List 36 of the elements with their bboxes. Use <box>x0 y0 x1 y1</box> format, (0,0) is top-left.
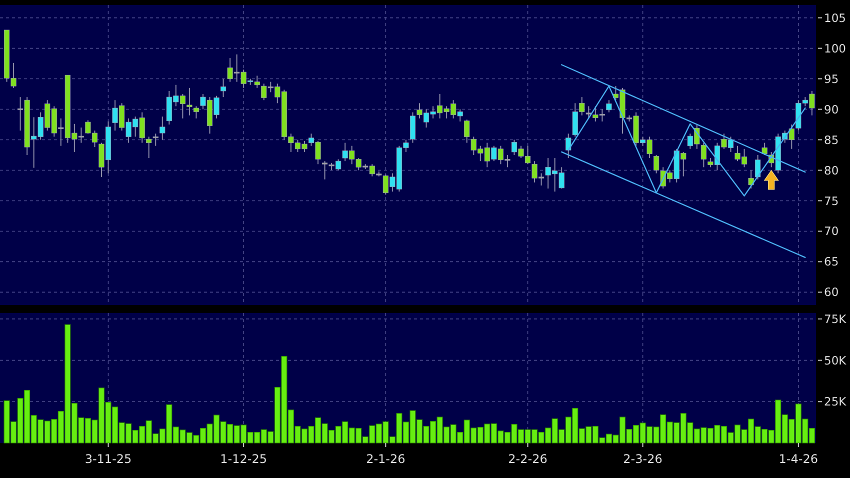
candlestick <box>160 116 166 140</box>
y-tick-label: 65 <box>824 254 839 269</box>
y-tick-label: 85 <box>824 132 839 147</box>
y-tick-label: 80 <box>824 163 839 178</box>
candlestick <box>566 133 572 159</box>
candlestick <box>606 100 612 113</box>
x-tick-label: 1-4-26 <box>778 452 818 466</box>
candlestick <box>410 112 416 144</box>
y-tick-label: 60 <box>824 285 839 300</box>
x-tick-label: 3-11-25 <box>84 452 132 466</box>
x-tick-label: 2-3-26 <box>623 452 662 466</box>
candlestick <box>748 170 754 190</box>
y-tick-label: 25K <box>824 394 847 409</box>
y-tick-label: 90 <box>824 102 839 116</box>
candlestick <box>193 106 199 119</box>
x-tick-label: 2-2-26 <box>508 452 548 466</box>
candlestick <box>152 133 158 146</box>
candlestick <box>220 78 226 98</box>
candlestick <box>146 136 152 159</box>
y-tick-label: 75 <box>824 194 839 208</box>
candlestick <box>586 106 592 119</box>
y-tick-label: 70 <box>824 224 839 238</box>
candlestick <box>762 142 768 156</box>
candlestick <box>755 154 761 180</box>
y-tick-label: 50K <box>824 353 847 368</box>
x-tick-label: 1-12-25 <box>220 452 268 466</box>
candlestick <box>186 87 192 116</box>
candlestick <box>654 154 660 174</box>
y-tick-label: 105 <box>824 10 846 25</box>
y-tick-label: 100 <box>824 41 846 56</box>
y-tick-label: 75K <box>824 312 847 326</box>
x-tick-label: 2-1-26 <box>366 452 406 466</box>
y-tick-label: 95 <box>824 72 839 86</box>
candlestick <box>322 160 328 180</box>
candlestick <box>700 142 706 168</box>
candlestick <box>464 119 470 144</box>
